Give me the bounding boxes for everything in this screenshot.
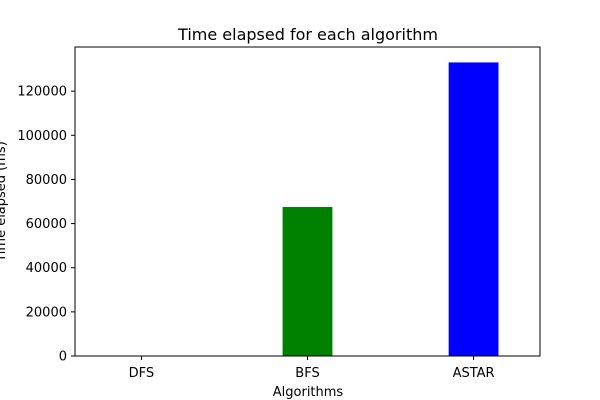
y-tick-label: 100000: [17, 129, 67, 144]
x-axis-label: Algorithms: [273, 385, 344, 400]
chart-title: Time elapsed for each algorithm: [177, 25, 438, 44]
y-tick-label: 20000: [26, 305, 67, 320]
y-tick-label: 120000: [17, 85, 67, 100]
y-tick-label: 0: [59, 350, 67, 365]
bar-astar: [448, 62, 499, 356]
y-tick-label: 60000: [26, 217, 67, 232]
y-tick-label: 40000: [26, 261, 67, 276]
x-axis-ticks: DFS BFS ASTAR: [129, 356, 495, 381]
y-tick-label: 80000: [26, 173, 67, 188]
y-axis-ticks: 0 20000 40000 60000 80000 100000 120000: [17, 85, 75, 365]
bar-bfs: [282, 207, 333, 356]
bars-group: [116, 62, 499, 356]
x-tick-label: DFS: [129, 366, 155, 381]
y-axis-label: Time elapsed (ms): [0, 141, 9, 263]
x-tick-label: BFS: [295, 366, 319, 381]
plot-frame: [74, 46, 541, 357]
x-tick-label: ASTAR: [453, 366, 495, 381]
